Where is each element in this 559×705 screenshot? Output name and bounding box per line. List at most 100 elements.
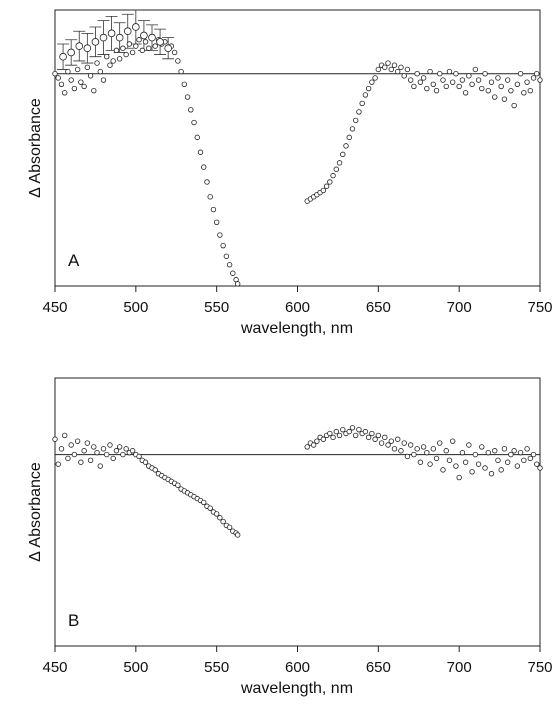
data-point — [123, 51, 129, 58]
data-point — [223, 253, 230, 259]
data-point — [152, 467, 158, 473]
mean-data-point — [148, 33, 156, 42]
data-point — [107, 62, 113, 68]
data-point — [81, 83, 87, 90]
data-point — [230, 270, 236, 276]
data-point — [372, 436, 378, 442]
data-point — [113, 47, 120, 54]
data-point — [197, 149, 204, 155]
data-point — [492, 448, 498, 454]
data-point — [188, 107, 194, 113]
data-point — [456, 474, 462, 481]
data-point — [462, 90, 469, 96]
panel-b-points — [52, 425, 543, 538]
data-point — [365, 434, 372, 441]
data-point — [142, 459, 149, 465]
data-point — [58, 446, 65, 452]
data-point — [485, 449, 491, 456]
panel-b-x-tick-label: 650 — [366, 659, 391, 676]
data-point — [466, 442, 472, 448]
data-point — [365, 85, 372, 92]
data-point — [443, 83, 449, 90]
data-point — [120, 45, 126, 51]
data-point — [437, 70, 443, 77]
data-point — [472, 66, 479, 73]
data-point — [524, 79, 530, 85]
data-point — [501, 446, 508, 452]
data-point — [407, 442, 414, 448]
data-point — [87, 73, 94, 79]
data-point — [475, 461, 482, 467]
panel-a-x-tick-label: 600 — [285, 299, 310, 316]
data-point — [97, 463, 103, 469]
data-point — [385, 442, 391, 448]
data-point — [537, 465, 543, 471]
data-point — [430, 446, 436, 452]
data-point — [91, 87, 97, 94]
panel-a-x-tick-label: 500 — [123, 299, 148, 316]
data-point — [359, 100, 365, 107]
data-point — [446, 68, 453, 75]
data-point — [356, 426, 362, 433]
data-point — [382, 434, 388, 441]
data-point — [171, 49, 178, 56]
data-point — [401, 73, 407, 79]
data-point — [123, 446, 129, 452]
data-point — [175, 58, 181, 64]
data-point — [107, 442, 113, 448]
panel-b-x-ticks: 450 500 550 600 650 700 750 — [42, 646, 553, 676]
data-point — [353, 117, 359, 124]
data-point — [498, 467, 504, 473]
data-point — [333, 428, 339, 435]
data-point — [469, 81, 475, 88]
data-point — [327, 430, 333, 437]
panel-b-frame — [54, 377, 541, 647]
data-point — [91, 444, 97, 450]
data-point — [356, 109, 362, 115]
data-point — [362, 92, 369, 98]
data-point — [414, 446, 420, 452]
data-point — [323, 183, 330, 189]
data-point — [401, 440, 407, 446]
panel-a-points — [52, 23, 543, 287]
data-point — [462, 459, 469, 465]
data-point — [58, 81, 65, 88]
mean-data-point — [140, 31, 148, 40]
data-point — [375, 432, 382, 439]
data-point — [459, 77, 466, 83]
data-point — [527, 87, 533, 94]
data-point — [94, 449, 100, 456]
data-point — [100, 77, 107, 83]
data-point — [213, 511, 220, 517]
data-point — [440, 467, 446, 473]
data-point — [420, 75, 427, 81]
data-point — [388, 66, 394, 73]
data-point — [126, 41, 133, 47]
data-point — [104, 54, 110, 60]
data-point — [433, 455, 440, 462]
data-point — [55, 461, 61, 467]
data-point — [204, 179, 210, 185]
data-point — [433, 87, 440, 94]
data-point — [427, 461, 433, 467]
data-point — [495, 75, 501, 81]
data-point — [443, 448, 449, 454]
data-point — [398, 64, 404, 71]
data-point — [534, 70, 540, 77]
data-point — [453, 463, 459, 469]
data-point — [110, 455, 116, 462]
data-point — [414, 70, 420, 77]
data-point — [234, 532, 241, 538]
data-point — [84, 64, 91, 71]
data-point — [61, 90, 68, 96]
panel-a-x-tick-label: 750 — [527, 299, 552, 316]
data-point — [133, 43, 139, 49]
mean-data-point — [132, 23, 140, 31]
data-point — [213, 219, 220, 226]
data-point — [430, 81, 436, 88]
data-point — [336, 432, 343, 439]
data-point — [330, 172, 336, 179]
data-point — [314, 438, 320, 444]
data-point — [508, 87, 514, 94]
